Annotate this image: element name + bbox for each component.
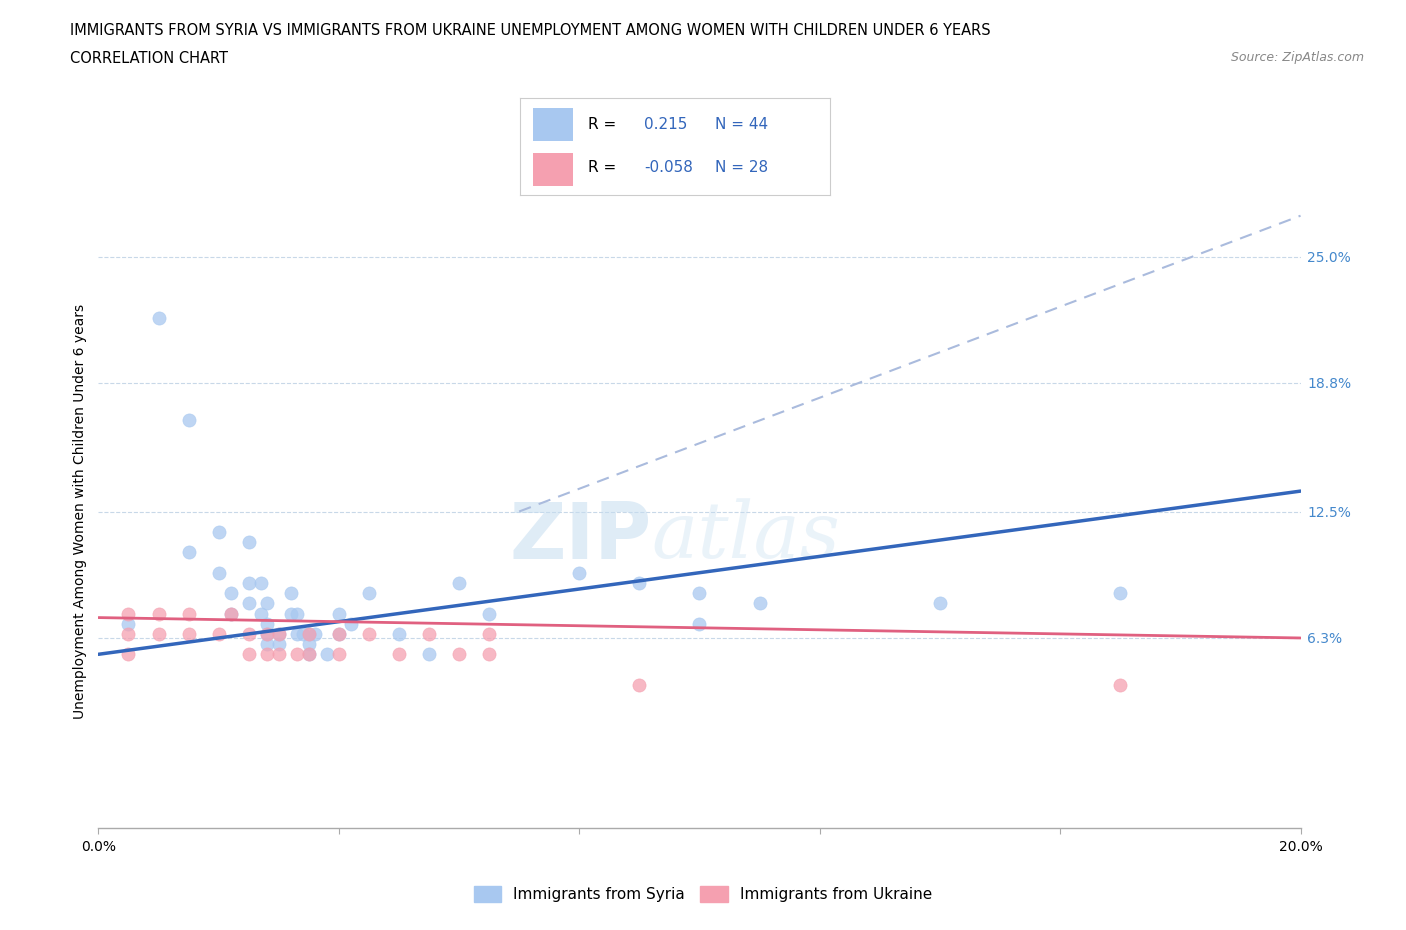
Point — [298, 627, 321, 642]
Point — [689, 617, 711, 631]
Point — [298, 647, 321, 662]
Point — [238, 535, 260, 550]
Point — [208, 627, 231, 642]
Point — [117, 617, 139, 631]
Point — [117, 647, 139, 662]
Text: N = 44: N = 44 — [716, 117, 768, 132]
Point — [267, 637, 290, 652]
Bar — [533, 109, 572, 140]
Point — [298, 647, 321, 662]
Point — [298, 627, 321, 642]
Point — [388, 627, 411, 642]
Text: Source: ZipAtlas.com: Source: ZipAtlas.com — [1230, 51, 1364, 64]
Point — [285, 647, 308, 662]
Text: -0.058: -0.058 — [644, 161, 693, 176]
Point — [418, 647, 440, 662]
Point — [328, 606, 350, 621]
Legend: Immigrants from Syria, Immigrants from Ukraine: Immigrants from Syria, Immigrants from U… — [468, 880, 938, 909]
Point — [447, 576, 470, 591]
Point — [418, 627, 440, 642]
Bar — [533, 153, 572, 186]
Point — [357, 627, 380, 642]
Text: 0.215: 0.215 — [644, 117, 688, 132]
Text: atlas: atlas — [651, 498, 841, 575]
Point — [1109, 586, 1132, 601]
Point — [267, 627, 290, 642]
Point — [267, 627, 290, 642]
Point — [328, 627, 350, 642]
Point — [238, 647, 260, 662]
Point — [447, 647, 470, 662]
Point — [280, 586, 302, 601]
Point — [256, 627, 278, 642]
Point — [328, 647, 350, 662]
Point — [117, 606, 139, 621]
Text: N = 28: N = 28 — [716, 161, 768, 176]
Point — [478, 606, 501, 621]
Point — [208, 525, 231, 539]
Point — [219, 606, 242, 621]
Point — [219, 606, 242, 621]
Point — [148, 627, 170, 642]
Point — [357, 586, 380, 601]
Point — [315, 647, 337, 662]
Point — [568, 565, 591, 580]
Point — [1109, 677, 1132, 692]
Point — [238, 596, 260, 611]
Point — [285, 606, 308, 621]
Point — [267, 647, 290, 662]
Point — [208, 565, 231, 580]
Point — [340, 617, 363, 631]
Point — [148, 311, 170, 325]
Point — [249, 576, 271, 591]
Point — [238, 576, 260, 591]
Point — [256, 647, 278, 662]
Point — [256, 596, 278, 611]
Point — [177, 545, 200, 560]
Point — [285, 627, 308, 642]
Point — [388, 647, 411, 662]
Point — [177, 412, 200, 427]
Text: CORRELATION CHART: CORRELATION CHART — [70, 51, 228, 66]
Point — [478, 627, 501, 642]
Point — [148, 606, 170, 621]
Point — [328, 627, 350, 642]
Point — [628, 677, 651, 692]
Point — [291, 627, 314, 642]
Point — [219, 586, 242, 601]
Point — [256, 627, 278, 642]
Y-axis label: Unemployment Among Women with Children Under 6 years: Unemployment Among Women with Children U… — [73, 304, 87, 719]
Point — [117, 627, 139, 642]
Point — [256, 637, 278, 652]
Text: R =: R = — [588, 161, 621, 176]
Point — [249, 606, 271, 621]
Point — [280, 606, 302, 621]
Text: R =: R = — [588, 117, 616, 132]
Point — [298, 637, 321, 652]
Point — [929, 596, 952, 611]
Point — [628, 576, 651, 591]
Point — [748, 596, 770, 611]
Point — [689, 586, 711, 601]
Point — [177, 627, 200, 642]
Text: IMMIGRANTS FROM SYRIA VS IMMIGRANTS FROM UKRAINE UNEMPLOYMENT AMONG WOMEN WITH C: IMMIGRANTS FROM SYRIA VS IMMIGRANTS FROM… — [70, 23, 991, 38]
Point — [304, 627, 326, 642]
Point — [256, 617, 278, 631]
Point — [478, 647, 501, 662]
Text: ZIP: ZIP — [509, 498, 651, 575]
Point — [177, 606, 200, 621]
Point — [238, 627, 260, 642]
